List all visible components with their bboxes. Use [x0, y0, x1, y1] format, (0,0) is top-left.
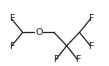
- Text: F: F: [9, 42, 14, 51]
- Text: F: F: [53, 55, 59, 64]
- Text: F: F: [88, 14, 93, 23]
- Text: O: O: [35, 28, 43, 37]
- Text: F: F: [75, 55, 80, 64]
- Text: F: F: [88, 42, 93, 51]
- Text: F: F: [9, 14, 14, 23]
